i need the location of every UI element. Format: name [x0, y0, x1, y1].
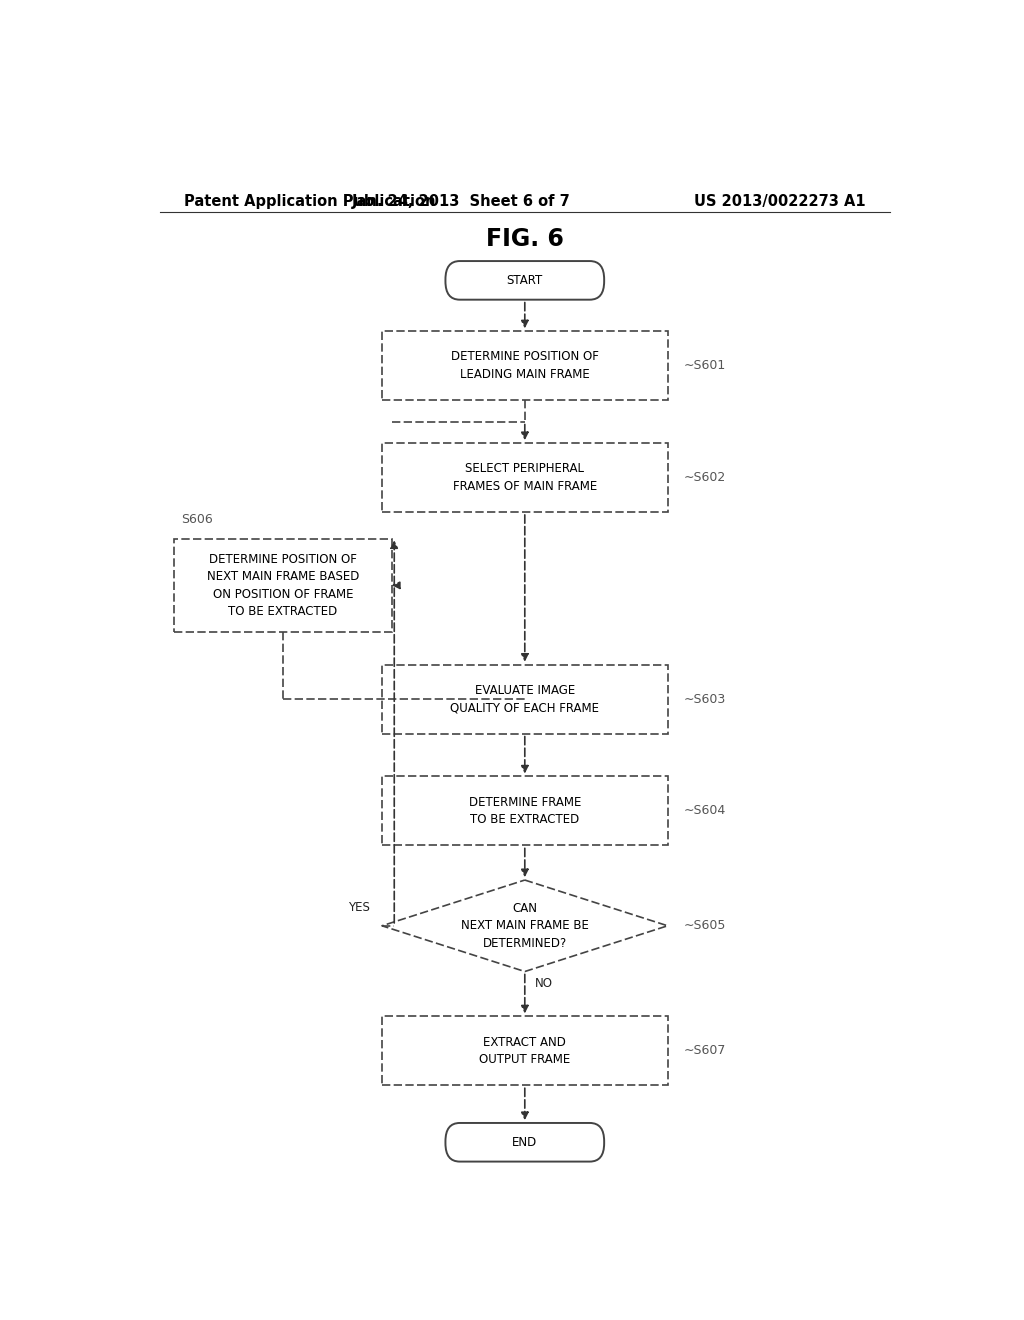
Text: ∼S601: ∼S601 — [684, 359, 726, 372]
FancyBboxPatch shape — [445, 1123, 604, 1162]
Text: DETERMINE POSITION OF
LEADING MAIN FRAME: DETERMINE POSITION OF LEADING MAIN FRAME — [451, 351, 599, 381]
Text: ∼S607: ∼S607 — [684, 1044, 726, 1057]
Bar — [382, 331, 668, 400]
Text: ∼S603: ∼S603 — [684, 693, 726, 706]
Text: ∼S605: ∼S605 — [684, 919, 726, 932]
Text: SELECT PERIPHERAL
FRAMES OF MAIN FRAME: SELECT PERIPHERAL FRAMES OF MAIN FRAME — [453, 462, 597, 492]
Bar — [382, 1016, 668, 1085]
Bar — [382, 776, 668, 846]
Text: FIG. 6: FIG. 6 — [485, 227, 564, 251]
Bar — [382, 664, 668, 734]
FancyBboxPatch shape — [445, 261, 604, 300]
Text: CAN
NEXT MAIN FRAME BE
DETERMINED?: CAN NEXT MAIN FRAME BE DETERMINED? — [461, 902, 589, 950]
Text: EXTRACT AND
OUTPUT FRAME: EXTRACT AND OUTPUT FRAME — [479, 1036, 570, 1067]
Bar — [382, 444, 668, 512]
Text: Patent Application Publication: Patent Application Publication — [183, 194, 435, 209]
Text: END: END — [512, 1135, 538, 1148]
Text: DETERMINE FRAME
TO BE EXTRACTED: DETERMINE FRAME TO BE EXTRACTED — [469, 796, 581, 826]
Text: START: START — [507, 273, 543, 286]
Text: ∼S602: ∼S602 — [684, 471, 726, 484]
Text: NO: NO — [536, 977, 553, 990]
Text: DETERMINE POSITION OF
NEXT MAIN FRAME BASED
ON POSITION OF FRAME
TO BE EXTRACTED: DETERMINE POSITION OF NEXT MAIN FRAME BA… — [207, 553, 359, 618]
Bar — [174, 539, 392, 632]
Text: YES: YES — [348, 900, 370, 913]
Text: EVALUATE IMAGE
QUALITY OF EACH FRAME: EVALUATE IMAGE QUALITY OF EACH FRAME — [451, 684, 599, 714]
Text: S606: S606 — [181, 513, 213, 527]
Text: US 2013/0022273 A1: US 2013/0022273 A1 — [694, 194, 866, 209]
Text: ∼S604: ∼S604 — [684, 804, 726, 817]
Text: Jan. 24, 2013  Sheet 6 of 7: Jan. 24, 2013 Sheet 6 of 7 — [352, 194, 570, 209]
